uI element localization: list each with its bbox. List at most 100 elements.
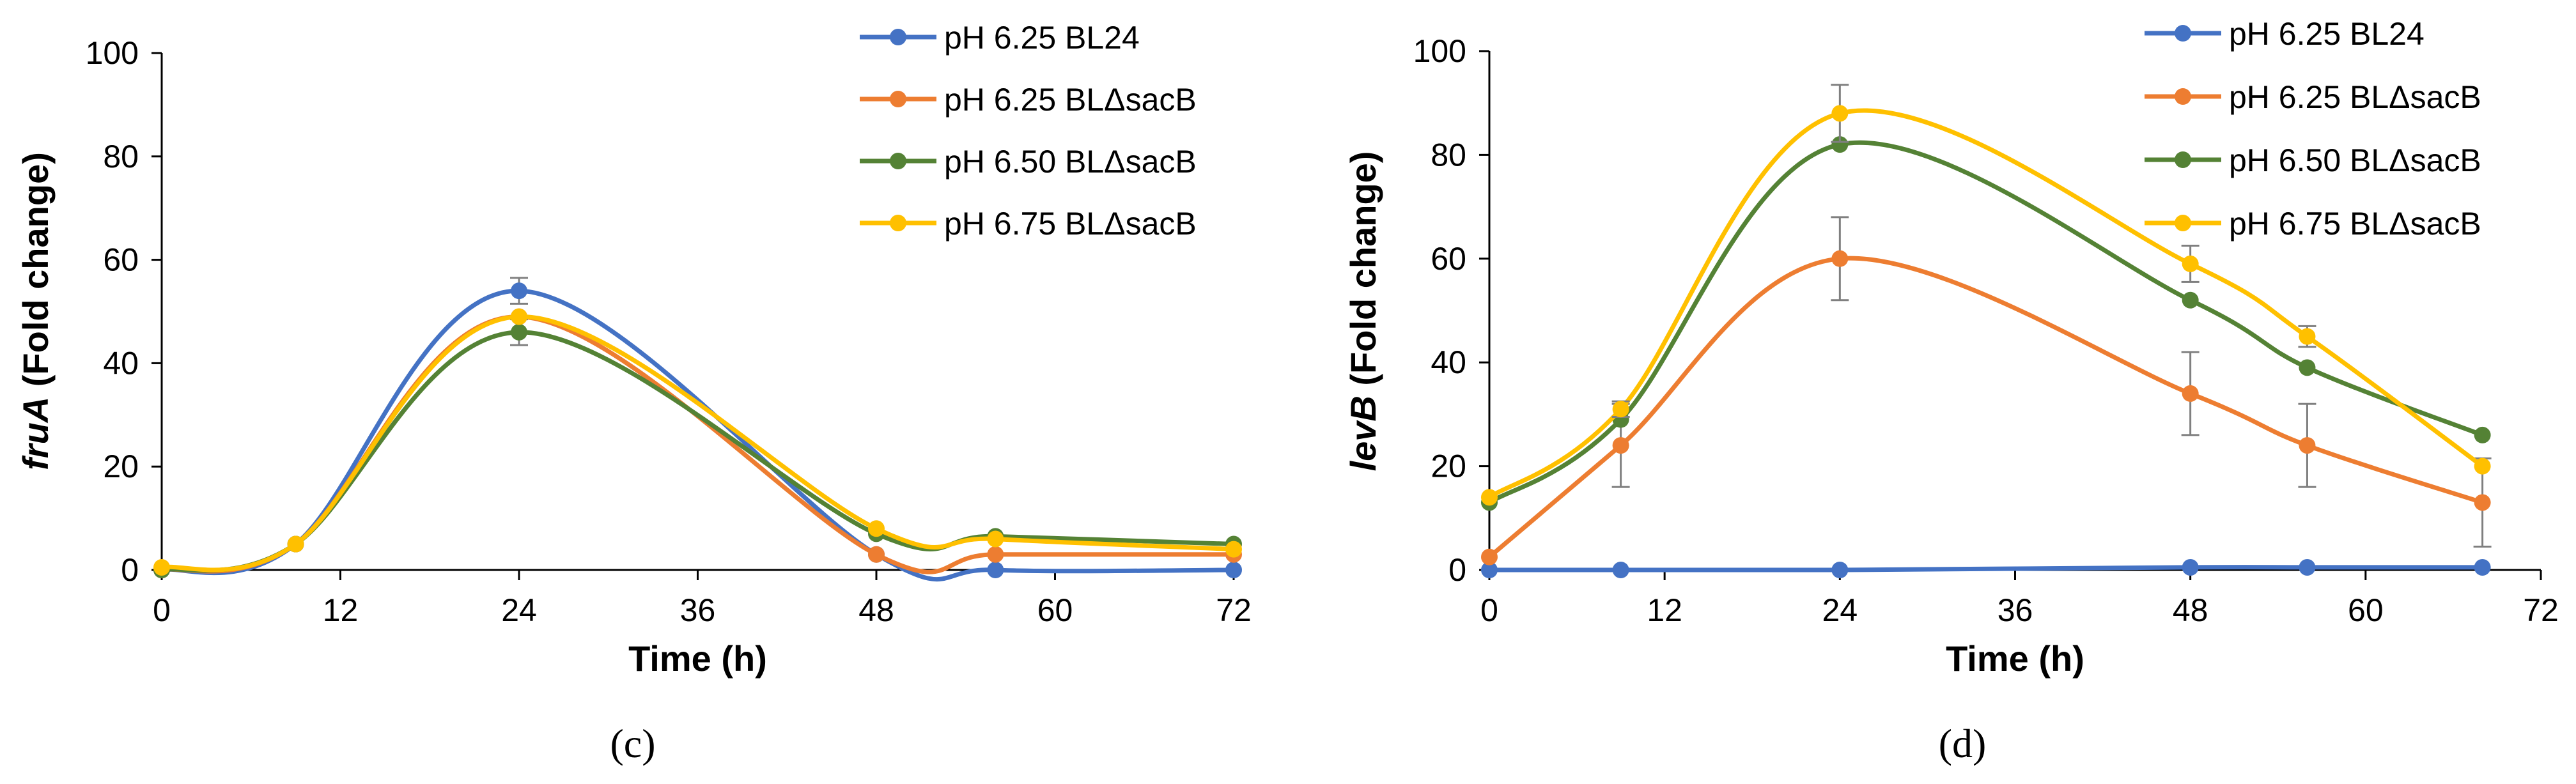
y-tick-label: 60: [1431, 241, 1466, 277]
y-axis-label-gene: fruA: [15, 397, 56, 470]
series-line: [159, 330, 1236, 573]
series-line: [159, 314, 1236, 574]
y-tick-label: 60: [103, 242, 139, 278]
x-tick-label: 36: [680, 592, 716, 628]
legend-entry-0: pH 6.25 BL24: [2145, 16, 2425, 52]
legend-entry-3: pH 6.75 BLΔsacB: [860, 206, 1197, 242]
series-2: [153, 318, 1242, 578]
legend-swatch-marker: [890, 153, 906, 169]
panel-caption: (d): [1939, 721, 1987, 766]
data-point: [1612, 401, 1629, 418]
legend-entry-1: pH 6.25 BLΔsacB: [860, 82, 1197, 118]
legend-label: pH 6.25 BL24: [2229, 16, 2425, 52]
series-3: [1481, 84, 2491, 506]
legend-swatch-marker: [2175, 215, 2191, 231]
data-point: [2474, 457, 2491, 475]
legend-swatch-marker: [890, 215, 906, 231]
data-point: [868, 520, 885, 537]
x-tick-label: 12: [1647, 592, 1682, 628]
data-point: [1481, 562, 1498, 578]
series-line: [1487, 140, 2485, 505]
data-point: [987, 530, 1004, 548]
data-point: [1831, 562, 1849, 578]
chart-panel-d: 0 20 40 60 80 100 0 12 24 36 48 60 72 Time (h) levB (F…: [1343, 16, 2559, 766]
x-tick-label: 36: [1998, 592, 2033, 628]
y-axis-label: levB (Fold change): [1343, 151, 1383, 472]
data-point: [1831, 105, 1849, 122]
data-point: [511, 308, 527, 325]
x-tick-label: 72: [1216, 592, 1252, 628]
legend-label: pH 6.50 BLΔsacB: [944, 144, 1197, 180]
data-point: [1481, 548, 1498, 565]
x-tick-label: 0: [1480, 592, 1498, 628]
data-point: [868, 546, 885, 563]
data-point: [2299, 328, 2316, 345]
x-axis-label: Time (h): [1946, 638, 2084, 679]
legend-entry-2: pH 6.50 BLΔsacB: [2145, 142, 2481, 178]
data-point: [1225, 562, 1242, 578]
series-line: [159, 314, 1236, 573]
y-axis-label: fruA (Fold change): [15, 152, 56, 470]
x-tick-label: 60: [2348, 592, 2384, 628]
x-tick-label: 60: [1037, 592, 1073, 628]
y-tick-label: 100: [86, 35, 139, 71]
data-point: [1831, 250, 1849, 267]
series-0: [153, 277, 1242, 581]
data-point: [153, 558, 170, 576]
data-point: [1612, 437, 1629, 454]
x-tick-label: 48: [858, 592, 894, 628]
y-axis-label-gene: levB: [1343, 396, 1383, 471]
data-point: [1481, 489, 1498, 506]
y-axis-label-unit: (Fold change): [1343, 151, 1383, 396]
legend-label: pH 6.50 BLΔsacB: [2229, 142, 2481, 178]
y-tick-label: 40: [103, 345, 139, 381]
data-point: [511, 323, 527, 341]
data-point: [2182, 558, 2199, 576]
series-0: [1481, 558, 2491, 578]
legend-label: pH 6.25 BLΔsacB: [944, 82, 1197, 118]
y-tick-label: 80: [1431, 137, 1466, 173]
y-tick-label: 20: [1431, 449, 1466, 484]
x-tick-label: 72: [2523, 592, 2559, 628]
y-tick-label: 100: [1413, 33, 1466, 69]
data-point: [2474, 494, 2491, 511]
legend-swatch-marker: [890, 29, 906, 45]
x-tick-label: 24: [1822, 592, 1858, 628]
y-tick-label: 40: [1431, 344, 1466, 380]
data-point: [2474, 426, 2491, 443]
series-line: [159, 288, 1236, 581]
x-tick-label: 0: [153, 592, 171, 628]
x-tick-label: 12: [323, 592, 359, 628]
legend-label: pH 6.75 BLΔsacB: [2229, 206, 2481, 242]
data-point: [2182, 385, 2199, 402]
legend-swatch-marker: [2175, 151, 2191, 168]
data-point: [2299, 437, 2316, 454]
y-tick-label: 20: [103, 449, 139, 484]
y-tick-label: 80: [103, 139, 139, 174]
legend-entry-2: pH 6.50 BLΔsacB: [860, 144, 1197, 180]
data-point: [1831, 136, 1849, 153]
series-line: [1487, 256, 2485, 560]
data-point: [2474, 558, 2491, 576]
data-point: [2182, 255, 2199, 272]
legend-label: pH 6.75 BLΔsacB: [944, 206, 1197, 242]
data-point: [1612, 562, 1629, 578]
y-tick-label: 0: [1448, 552, 1466, 588]
data-point: [987, 546, 1004, 563]
panel-caption: (c): [610, 721, 655, 766]
legend-entry-0: pH 6.25 BL24: [860, 20, 1140, 56]
data-point: [1225, 541, 1242, 558]
data-point: [987, 562, 1004, 578]
x-tick-label: 48: [2173, 592, 2208, 628]
legend-swatch-marker: [2175, 88, 2191, 105]
y-tick-label: 0: [121, 552, 139, 588]
legend-entry-1: pH 6.25 BLΔsacB: [2145, 79, 2481, 115]
data-point: [2182, 291, 2199, 309]
series-1: [1481, 216, 2492, 565]
series-3: [153, 308, 1242, 576]
x-tick-label: 24: [501, 592, 537, 628]
data-point: [2299, 558, 2316, 576]
chart-panel-c: 0 20 40 60 80 100 0 12 24 36 48 60 72 Time (h) fruA (F…: [15, 20, 1252, 766]
legend-label: pH 6.25 BL24: [944, 20, 1140, 56]
